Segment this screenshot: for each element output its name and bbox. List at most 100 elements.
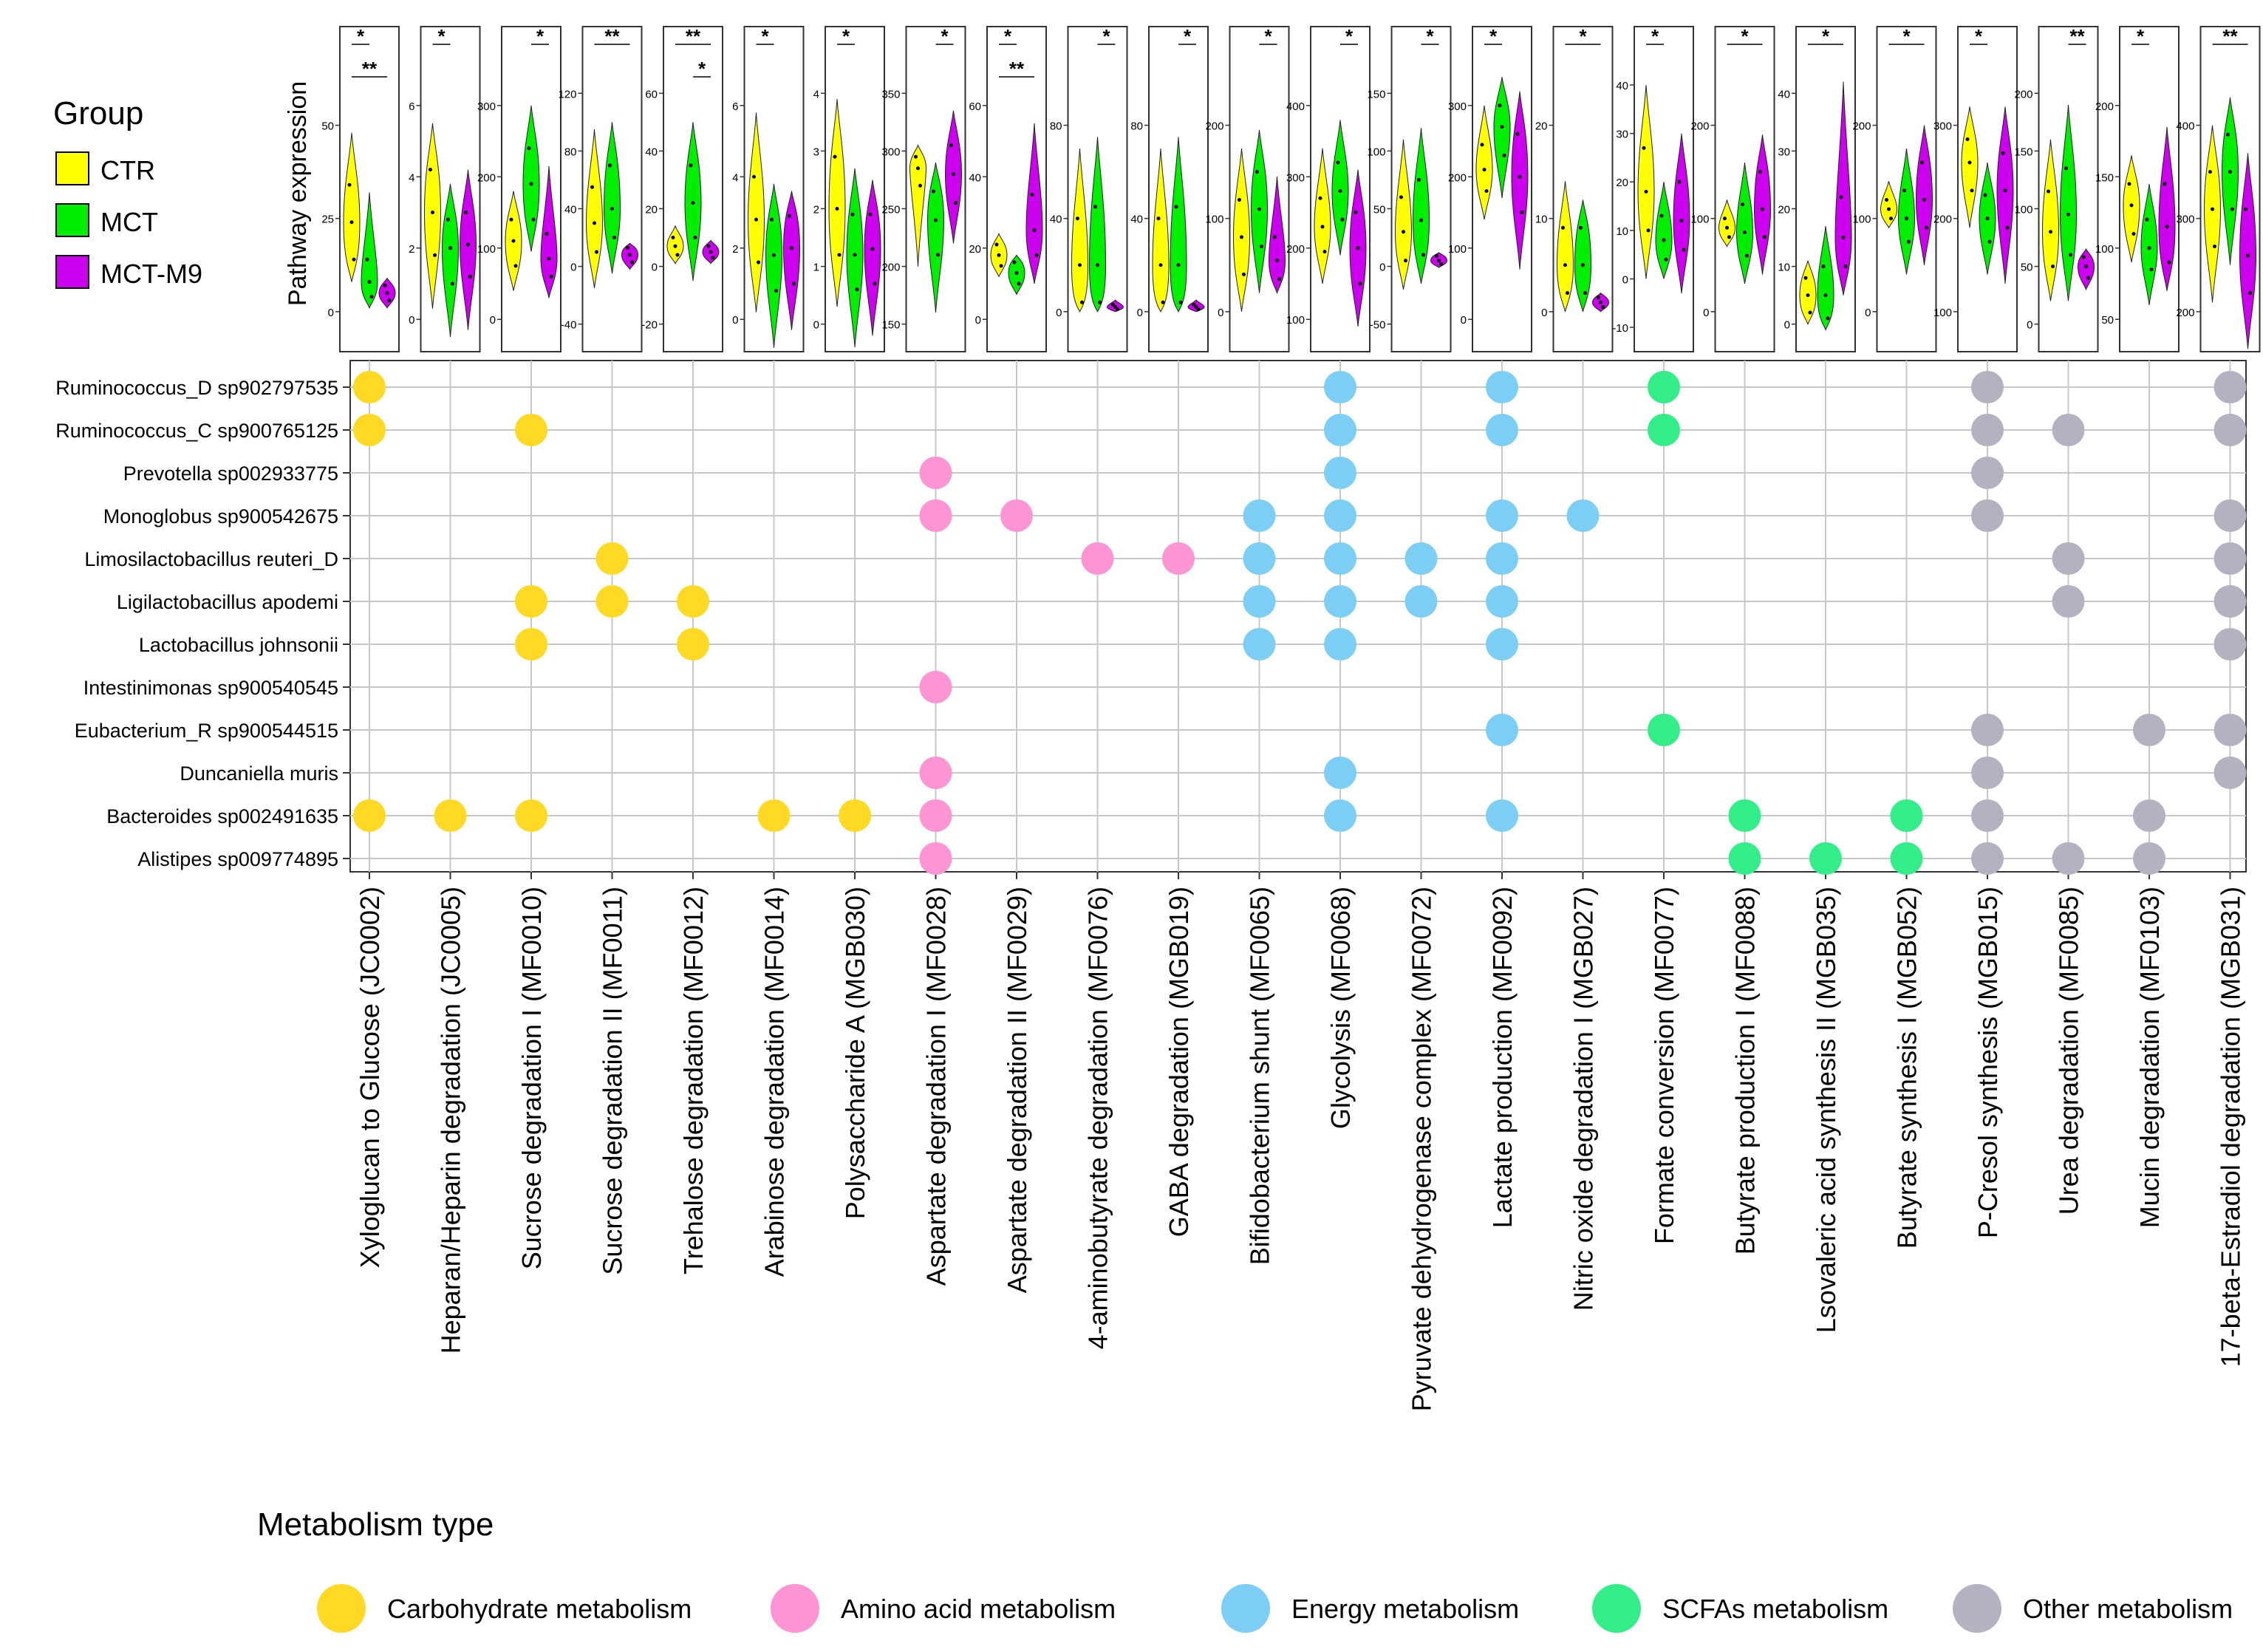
violin-point (994, 242, 999, 247)
pathway-label: Sucrose degradation II (MF0011) (598, 887, 628, 1275)
species-labels: Ruminococcus_D sp902797535 Ruminococcus_C… (55, 377, 338, 870)
significance-label: * (842, 25, 850, 47)
violin-point (1096, 263, 1099, 267)
violin-y-tick-label: 6 (732, 100, 738, 113)
violin-point (1902, 188, 1906, 193)
violin-y-tick-label: 0 (2027, 319, 2032, 332)
violin-y-tick-label: 200 (1690, 120, 1709, 133)
violin-point (914, 154, 918, 159)
violin-panel: -40 0 40 80 120 ** (558, 25, 643, 352)
violin-point (833, 154, 837, 159)
violin-point (1806, 293, 1810, 298)
violin-point (1480, 143, 1484, 147)
violin-point (999, 264, 1003, 268)
violin-point (1017, 281, 1021, 286)
metabolism-dot (1809, 842, 1842, 875)
metabolism-swatch (1592, 1584, 1641, 1633)
violin-point (590, 185, 594, 189)
violin-point (1399, 195, 1403, 199)
violin-point (1967, 160, 1972, 165)
violin-point (1763, 235, 1767, 239)
metabolism-legend-title: Metabolism type (257, 1506, 494, 1543)
violin-shape (864, 180, 881, 336)
violin-shape (944, 110, 963, 244)
violin-point (1158, 263, 1163, 267)
violin-point (2163, 182, 2167, 186)
violin-point (2147, 246, 2151, 250)
violin-y-tick-label: 0 (490, 314, 496, 327)
violin-y-tick-label: 40 (1778, 88, 1790, 100)
species-label: Monoglobus sp900542675 (103, 505, 338, 528)
metabolism-dot (1404, 585, 1438, 618)
violin-shape (1394, 139, 1413, 290)
violin-y-tick-label: 10 (1535, 214, 1548, 226)
significance-label: * (698, 58, 706, 80)
violin-point (1925, 225, 1928, 230)
violin-point (2230, 207, 2234, 211)
metabolism-dot (353, 414, 386, 446)
violin-point (1581, 263, 1585, 267)
violin-shape (603, 122, 621, 274)
violin-shape (2041, 139, 2060, 301)
violin-point (997, 253, 1001, 257)
violin-point (1161, 300, 1165, 304)
violin-y-tick-label: 0 (1865, 307, 1871, 319)
violin-shape (1834, 81, 1852, 296)
violin-y-tick-label: 20 (1535, 120, 1548, 133)
violin-point (1601, 305, 1605, 310)
violin-point (2051, 264, 2055, 269)
metabolism-dot (1324, 457, 1356, 489)
violin-y-tick-label: 4 (409, 171, 414, 184)
metabolism-dot (1243, 499, 1276, 532)
violin-shape (1314, 148, 1331, 284)
violin-y-tick-label: 300 (477, 100, 496, 113)
violin-y-tick-label: 100 (1852, 214, 1871, 226)
metabolism-dot (595, 585, 629, 618)
metabolism-dot (2213, 628, 2247, 661)
metabolism-dot (2213, 585, 2247, 618)
pathway-label: Xyloglucan to Glucose (JC0002) (355, 887, 385, 1268)
significance-label: * (1184, 25, 1192, 47)
violin-shape (1268, 176, 1286, 295)
violin-panel: 0 40 80 * (1130, 25, 1209, 352)
violin-point (1761, 207, 1764, 211)
violin-y-tick-label: 0 (1056, 307, 1062, 319)
violin-point (1745, 253, 1749, 258)
violin-point (2003, 188, 2007, 193)
violin-shape (2077, 248, 2095, 291)
pathway-label: Urea degradation (MF0085) (2054, 887, 2084, 1215)
violin-point (1599, 300, 1602, 304)
violin-point (610, 206, 614, 211)
violin-point (1502, 153, 1506, 157)
significance-label: * (357, 25, 365, 47)
metabolism-dot (1324, 628, 1356, 661)
significance-label: * (536, 25, 545, 47)
violin-point (352, 257, 356, 262)
violin-shape (1673, 133, 1690, 294)
metabolism-legend-item: Carbohydrate metabolism (317, 1584, 692, 1633)
violin-shape (1735, 162, 1754, 284)
pathway-label: Mucin degradation (MF0103) (2134, 887, 2165, 1228)
violin-point (870, 247, 875, 251)
violin-shape (343, 132, 361, 282)
violin-point (466, 242, 470, 247)
violin-point (1839, 195, 1843, 199)
violin-point (770, 217, 774, 222)
violin-panel: 0 2 4 6 * (409, 25, 481, 352)
species-label: Ruminococcus_C sp900765125 (55, 420, 338, 442)
violin-y-tick-label: 120 (558, 88, 576, 100)
violin-shape (1897, 149, 1916, 275)
violin-point (1889, 216, 1893, 221)
violin-point (752, 174, 756, 179)
violin-point (949, 143, 953, 148)
violin-y-tick-label: 0 (1541, 307, 1547, 319)
metabolism-dot (919, 757, 952, 789)
violin-point (1260, 245, 1263, 249)
violin-point (387, 298, 392, 303)
metabolism-dot (2213, 414, 2247, 446)
violin-point (365, 257, 369, 262)
group-legend-item: MCT-M9 (55, 255, 202, 289)
violin-y-tick-label: 100 (1367, 146, 1385, 158)
violin-point (1905, 216, 1908, 221)
